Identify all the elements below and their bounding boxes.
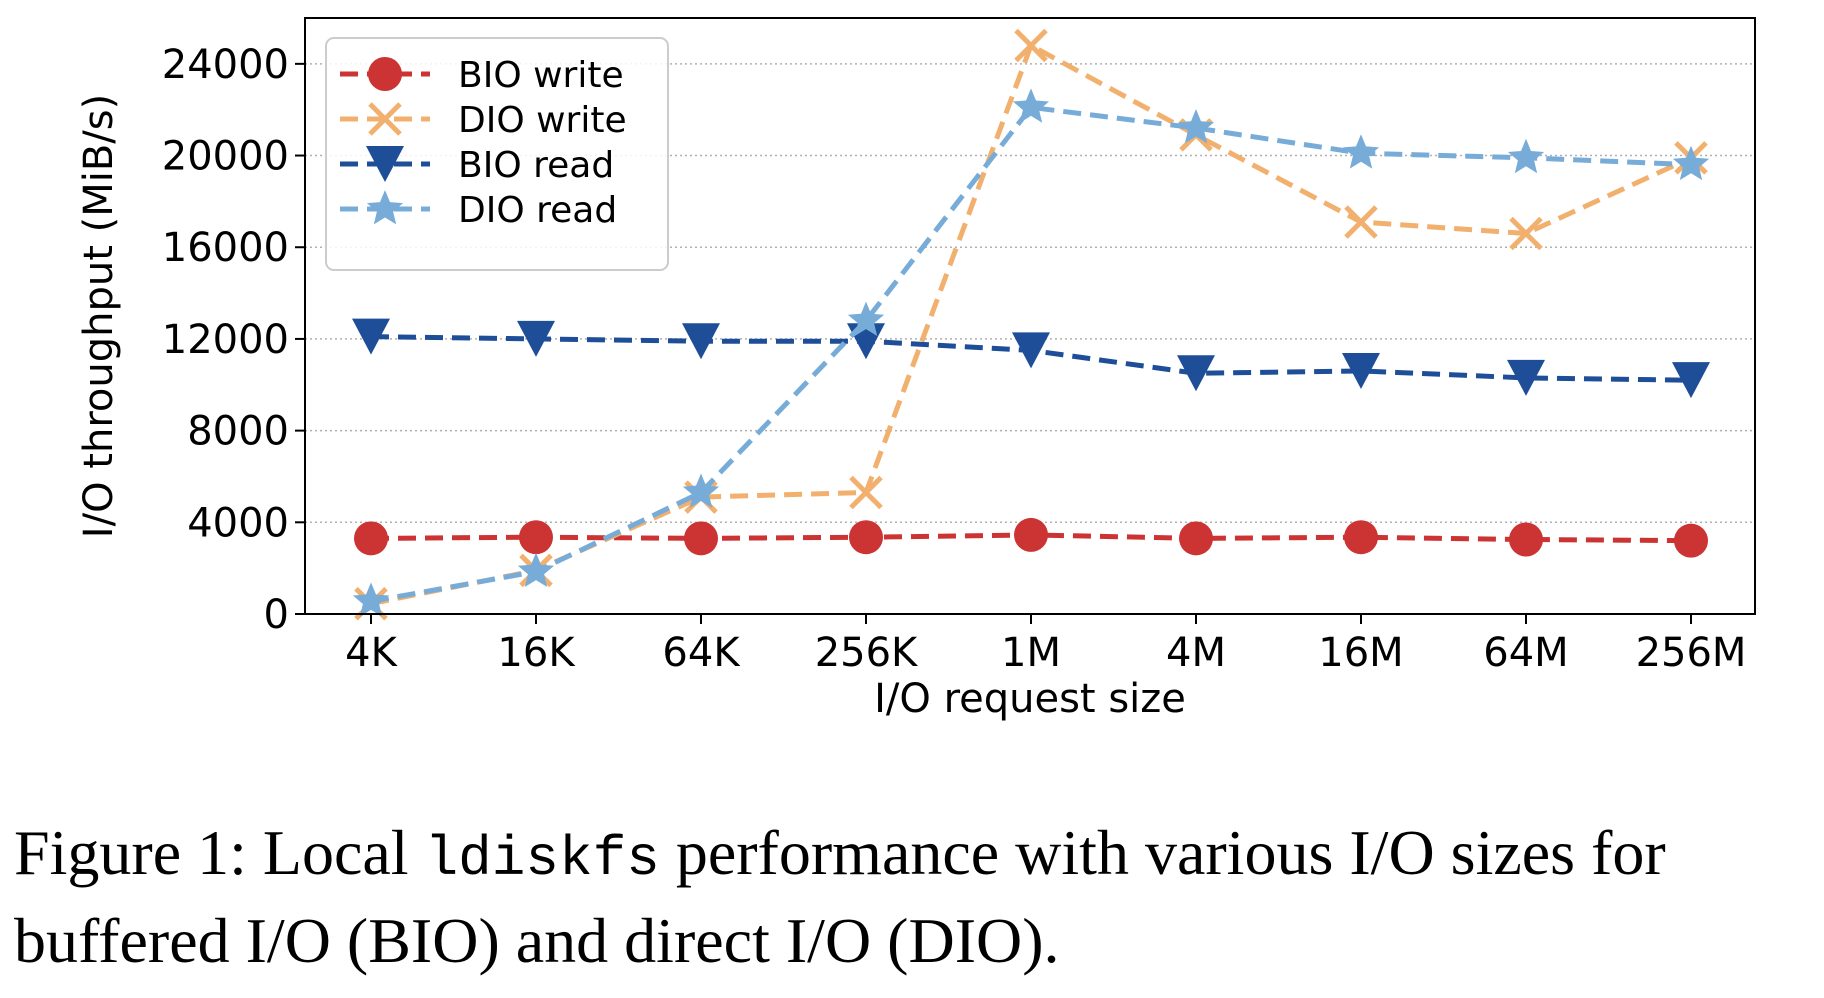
point-marker bbox=[682, 323, 720, 359]
x-tick-label: 4K bbox=[345, 630, 398, 676]
point-marker bbox=[519, 520, 553, 554]
x-tick-label: 4M bbox=[1166, 630, 1226, 676]
x-tick-label: 64M bbox=[1483, 630, 1568, 676]
point-marker bbox=[1179, 521, 1213, 555]
point-marker bbox=[368, 57, 402, 91]
point-marker bbox=[1673, 146, 1709, 180]
legend-label: BIO write bbox=[458, 55, 624, 96]
point-marker bbox=[1344, 520, 1378, 554]
series-bio-read bbox=[352, 319, 1710, 399]
point-marker bbox=[1343, 134, 1379, 168]
point-marker bbox=[354, 521, 388, 555]
point-marker bbox=[1509, 523, 1543, 557]
series-bio-write bbox=[354, 518, 1708, 558]
figure-caption: Figure 1: Local ldiskfs performance with… bbox=[14, 812, 1824, 982]
x-tick-label: 1M bbox=[1001, 630, 1061, 676]
x-tick-label: 16K bbox=[497, 630, 576, 676]
x-tick-label: 64K bbox=[662, 630, 741, 676]
y-tick-label: 16000 bbox=[162, 225, 289, 271]
x-tick-label: 256K bbox=[815, 630, 919, 676]
point-marker bbox=[684, 521, 718, 555]
y-axis-ticks: 0 4000 8000 12000 16000 20000 24000 bbox=[162, 42, 305, 638]
point-marker bbox=[1346, 207, 1376, 237]
point-marker bbox=[1674, 524, 1708, 558]
x-tick-label: 256M bbox=[1636, 630, 1747, 676]
y-tick-label: 20000 bbox=[162, 134, 289, 180]
legend-label: BIO read bbox=[458, 145, 614, 186]
y-tick-label: 8000 bbox=[187, 409, 289, 455]
point-marker bbox=[1508, 139, 1544, 173]
point-marker bbox=[1013, 88, 1049, 122]
y-tick-label: 0 bbox=[264, 592, 289, 638]
point-marker bbox=[1014, 518, 1048, 552]
caption-prefix: Figure 1: Local bbox=[14, 817, 425, 888]
legend-label: DIO write bbox=[458, 100, 627, 141]
chart: 0 4000 8000 12000 16000 20000 24000 4K 16K 64K 25… bbox=[0, 0, 1824, 800]
y-tick-label: 12000 bbox=[162, 317, 289, 363]
legend-label: DIO read bbox=[458, 190, 617, 231]
y-tick-label: 4000 bbox=[187, 500, 289, 546]
x-axis-ticks: 4K 16K 64K 256K 1M 4M 16M 64M 256M bbox=[345, 614, 1746, 676]
y-axis-title: I/O throughput (MiB/s) bbox=[76, 94, 122, 538]
y-tick-label: 24000 bbox=[162, 42, 289, 88]
point-marker bbox=[1012, 332, 1050, 368]
caption-code: ldiskfs bbox=[425, 827, 660, 891]
legend-item: BIO write bbox=[340, 55, 624, 96]
point-marker bbox=[849, 520, 883, 554]
x-axis-title: I/O request size bbox=[874, 676, 1186, 722]
x-tick-label: 16M bbox=[1318, 630, 1403, 676]
point-marker bbox=[1016, 31, 1046, 61]
